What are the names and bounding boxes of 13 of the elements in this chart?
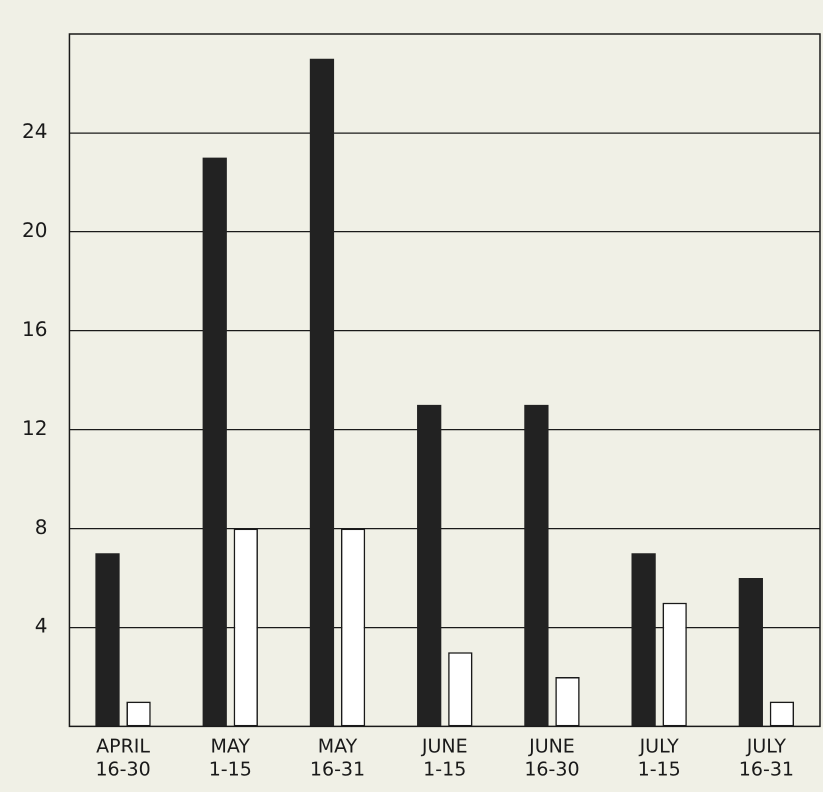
x-tick-label: MAY 16-31	[310, 736, 366, 781]
y-tick-label: 8	[34, 514, 48, 539]
x-tick-label: MAY 1-15	[208, 736, 252, 781]
y-tick-label: 24	[22, 119, 48, 144]
x-tick-label: JUNE 1-15	[420, 736, 468, 781]
y-tick-label: 4	[34, 614, 48, 638]
y-tick-label: 16	[22, 316, 48, 341]
x-tick-label: APRIL 16-30	[95, 736, 151, 781]
x-tick-label: JULY 16-31	[738, 736, 794, 781]
y-tick-label: 12	[22, 416, 48, 440]
y-tick-label: 20	[22, 218, 48, 242]
x-tick-label: JULY 1-15	[638, 736, 681, 781]
x-tick-label: JUNE 16-30	[524, 736, 580, 781]
